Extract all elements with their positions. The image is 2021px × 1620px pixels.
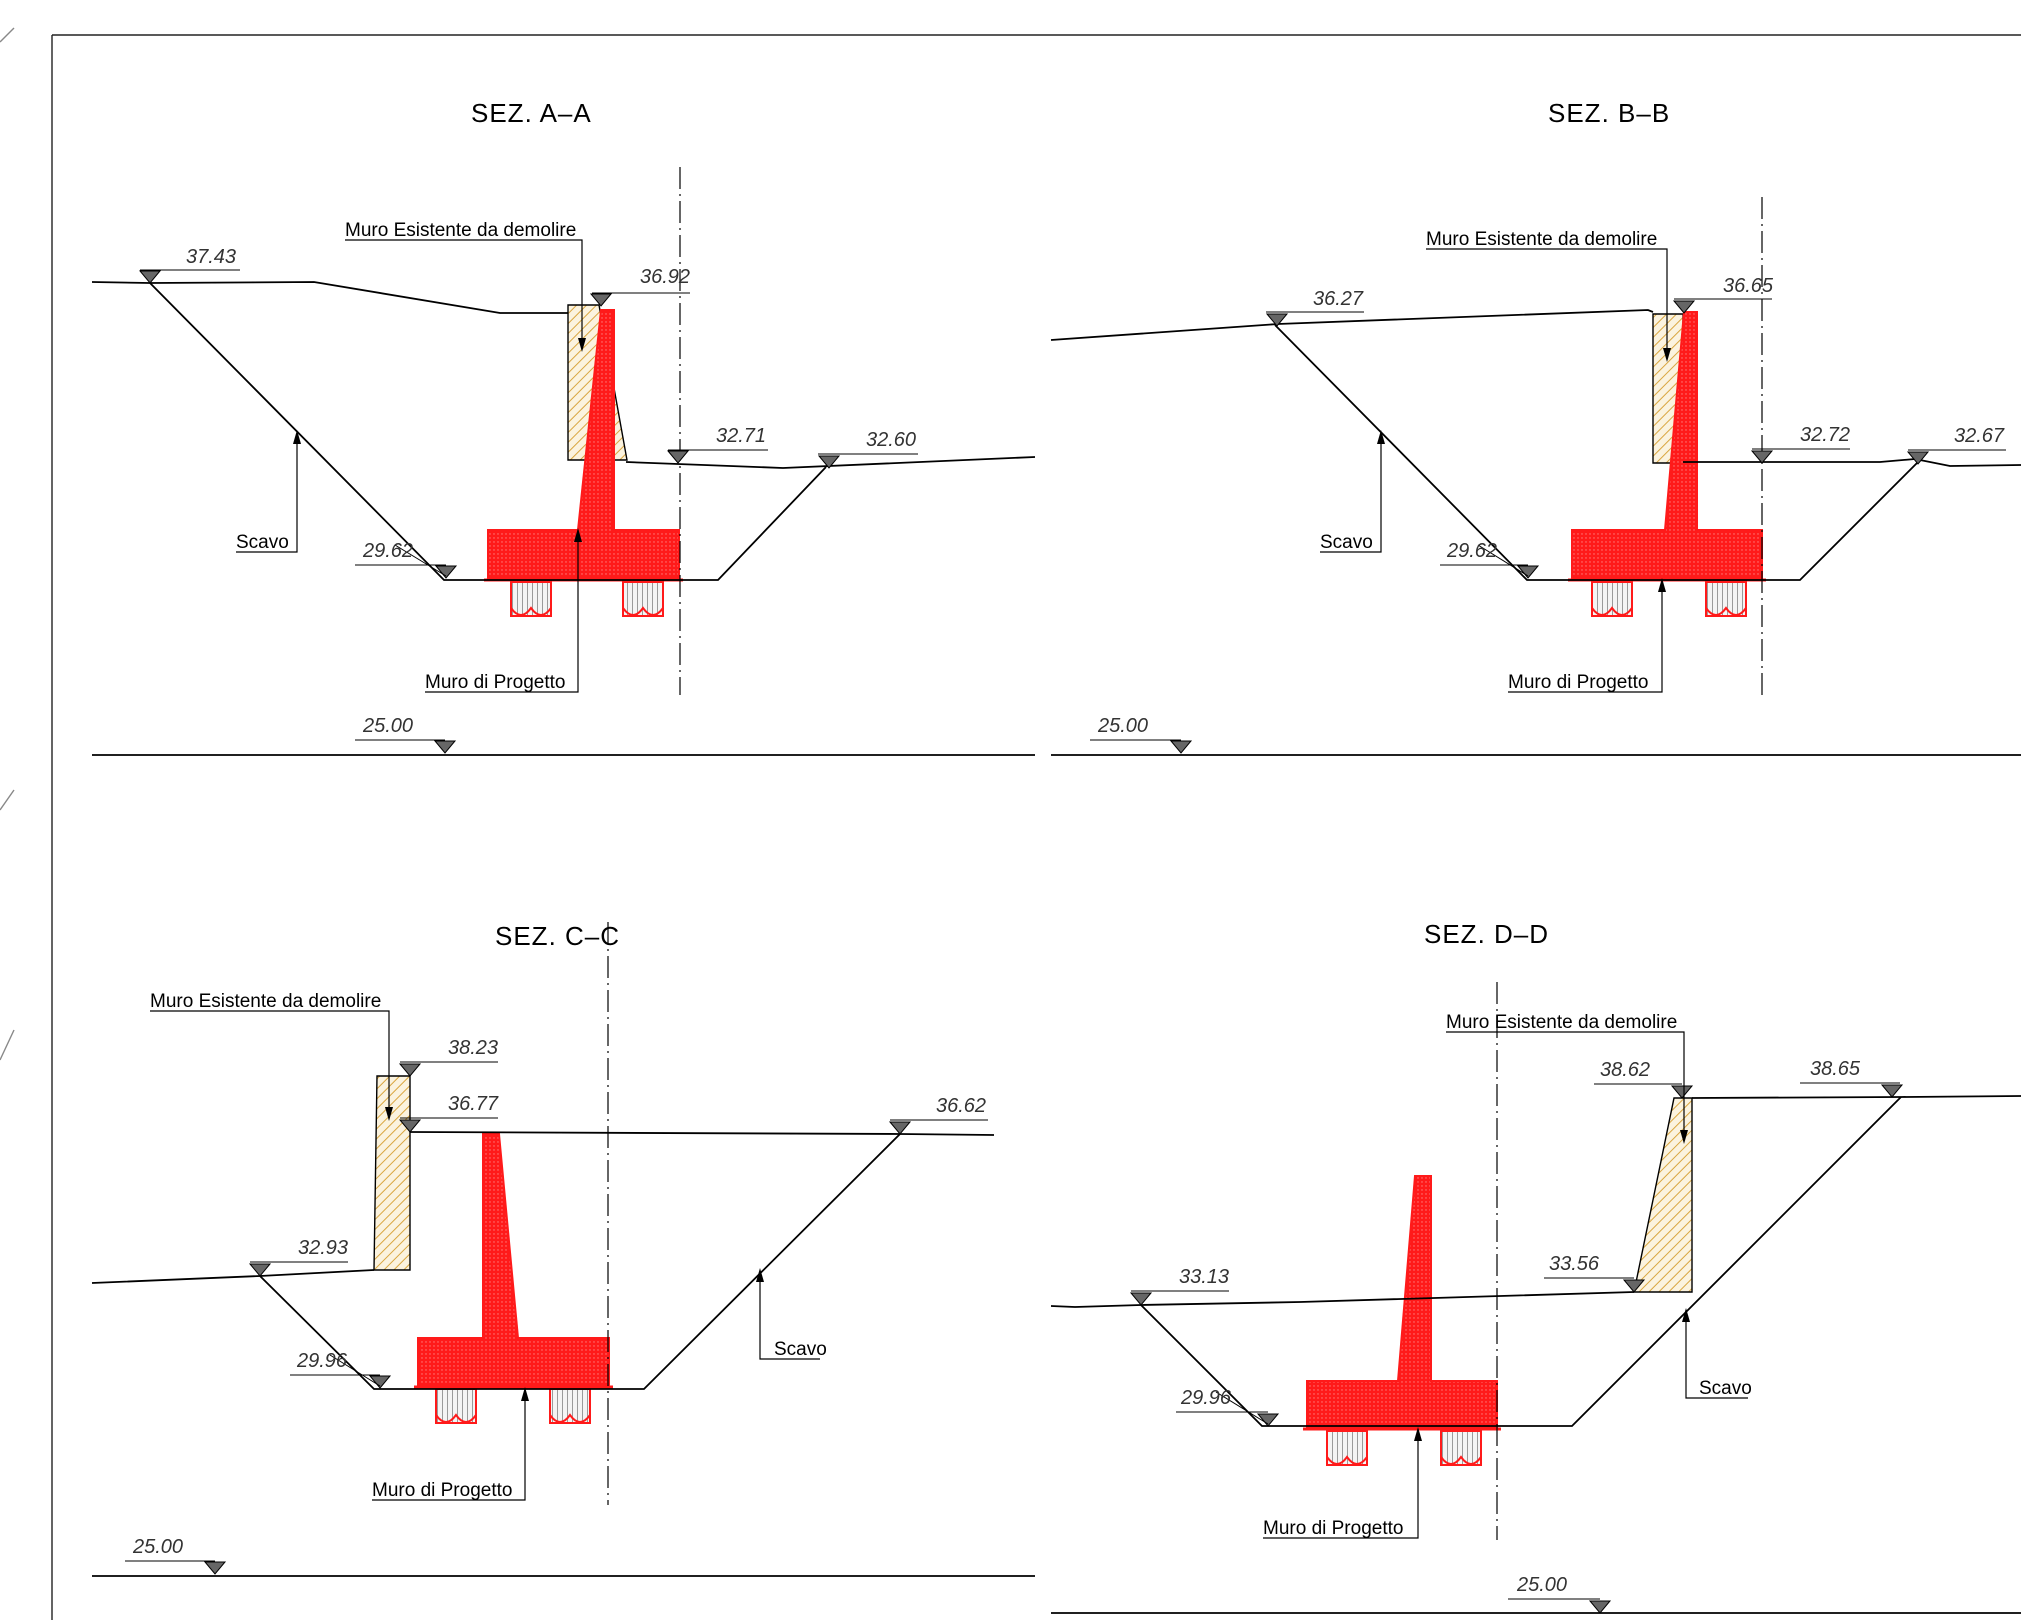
level-marker: 32.60 xyxy=(818,429,918,469)
level-marker: 32.67 xyxy=(1907,425,2006,465)
excavation-label: Scavo xyxy=(1699,1378,1752,1399)
level-value: 36.65 xyxy=(1723,275,1774,297)
level-value: 36.77 xyxy=(448,1093,499,1115)
section-b-title: SEZ. B–B xyxy=(1548,98,1670,128)
level-value: 29.96 xyxy=(296,1350,348,1372)
level-marker: 36.77 xyxy=(399,1093,499,1133)
section-b: SEZ. B–B 36.27 36.65 xyxy=(1050,98,2021,756)
level-value: 36.92 xyxy=(640,266,690,288)
existing-wall-label: Muro Esistente da demolire xyxy=(1446,1012,1677,1033)
section-a-title: SEZ. A–A xyxy=(471,98,592,128)
level-value: 38.65 xyxy=(1810,1058,1861,1080)
level-value: 36.62 xyxy=(936,1095,986,1117)
level-marker: 29.96 xyxy=(1176,1387,1279,1427)
sheet-frame xyxy=(0,27,2021,1620)
section-c-project-wall-callout: Muro di Progetto xyxy=(372,1387,529,1501)
level-value: 25.00 xyxy=(1097,715,1148,737)
level-value: 37.43 xyxy=(186,246,236,268)
section-c-title: SEZ. C–C xyxy=(495,921,620,951)
level-value: 38.23 xyxy=(448,1037,498,1059)
level-marker: 36.92 xyxy=(590,266,690,307)
project-wall-label: Muro di Progetto xyxy=(1508,672,1648,693)
project-wall-label: Muro di Progetto xyxy=(1263,1518,1403,1539)
project-wall-label: Muro di Progetto xyxy=(425,672,565,693)
section-d-excavation-callout: Scavo xyxy=(1682,1308,1752,1399)
section-a-project-wall-callout: Muro di Progetto xyxy=(425,528,582,693)
section-d-existing-wall-callout: Muro Esistente da demolire xyxy=(1446,1012,1688,1144)
level-marker: 29.62 xyxy=(1440,540,1539,579)
level-value: 25.00 xyxy=(1516,1574,1567,1596)
level-marker: 37.43 xyxy=(139,246,240,284)
excavation-label: Scavo xyxy=(236,532,289,553)
section-d-piles xyxy=(1326,1430,1482,1466)
level-marker: 32.72 xyxy=(1751,424,1850,464)
level-value: 29.62 xyxy=(1446,540,1497,562)
section-c-piles xyxy=(435,1388,591,1424)
level-marker: 32.71 xyxy=(667,425,768,464)
section-a-piles xyxy=(510,581,664,617)
section-d: SEZ. D–D 38.62 38.65 xyxy=(1050,919,2021,1614)
level-marker: 38.62 xyxy=(1594,1059,1693,1099)
level-marker: 29.62 xyxy=(355,540,457,579)
section-d-title: SEZ. D–D xyxy=(1424,919,1549,949)
level-value: 33.13 xyxy=(1179,1266,1229,1288)
level-value: 29.62 xyxy=(362,540,413,562)
level-marker: 33.56 xyxy=(1544,1253,1645,1293)
level-marker: 25.00 xyxy=(125,1536,226,1575)
section-a-excavation-callout: Scavo xyxy=(236,430,301,553)
excavation-label: Scavo xyxy=(1320,532,1373,553)
section-b-excavation-callout: Scavo xyxy=(1320,430,1385,553)
section-d-project-wall-callout: Muro di Progetto xyxy=(1263,1427,1422,1539)
level-marker: 25.00 xyxy=(355,715,456,754)
level-value: 25.00 xyxy=(132,1536,183,1558)
level-value: 32.71 xyxy=(716,425,766,447)
level-marker: 38.65 xyxy=(1800,1058,1903,1098)
level-marker: 38.23 xyxy=(399,1037,498,1077)
level-marker: 32.93 xyxy=(249,1237,348,1277)
level-marker: 36.65 xyxy=(1673,275,1774,314)
section-c: SEZ. C–C 38.23 36.77 xyxy=(91,921,1035,1577)
excavation-label: Scavo xyxy=(774,1339,827,1360)
level-value: 33.56 xyxy=(1549,1253,1600,1275)
level-marker: 33.13 xyxy=(1130,1266,1229,1306)
level-marker: 25.00 xyxy=(1508,1574,1611,1614)
section-b-existing-wall-callout: Muro Esistente da demolire xyxy=(1426,229,1671,362)
level-value: 38.62 xyxy=(1600,1059,1650,1081)
existing-wall-label: Muro Esistente da demolire xyxy=(345,220,576,241)
section-b-piles xyxy=(1591,581,1747,617)
section-a-existing-wall-callout: Muro Esistente da demolire xyxy=(345,220,586,352)
section-c-existing-wall-callout: Muro Esistente da demolire xyxy=(150,991,393,1121)
section-b-ground-profile xyxy=(1050,309,2021,756)
level-marker: 36.27 xyxy=(1266,288,1364,327)
level-value: 25.00 xyxy=(362,715,413,737)
level-value: 32.67 xyxy=(1954,425,2005,447)
level-value: 36.27 xyxy=(1313,288,1364,310)
section-b-project-wall-callout: Muro di Progetto xyxy=(1508,578,1666,693)
section-c-project-wall xyxy=(414,1133,613,1389)
existing-wall-label: Muro Esistente da demolire xyxy=(150,991,381,1012)
project-wall-label: Muro di Progetto xyxy=(372,1480,512,1501)
level-marker: 36.62 xyxy=(889,1095,988,1135)
section-d-existing-wall xyxy=(1633,1097,1693,1293)
level-value: 32.60 xyxy=(866,429,916,451)
level-marker: 25.00 xyxy=(1090,715,1192,754)
level-value: 29.96 xyxy=(1180,1387,1232,1409)
level-value: 32.72 xyxy=(1800,424,1850,446)
section-c-excavation-callout: Scavo xyxy=(756,1268,827,1360)
section-d-project-wall xyxy=(1303,1175,1501,1431)
section-c-existing-wall xyxy=(373,1075,411,1271)
level-marker: 29.96 xyxy=(290,1350,391,1389)
existing-wall-label: Muro Esistente da demolire xyxy=(1426,229,1657,250)
section-d-ground-profile xyxy=(1050,1095,2021,1614)
level-value: 32.93 xyxy=(298,1237,348,1259)
section-a: SEZ. A–A 37.43 36.92 xyxy=(91,98,1036,756)
